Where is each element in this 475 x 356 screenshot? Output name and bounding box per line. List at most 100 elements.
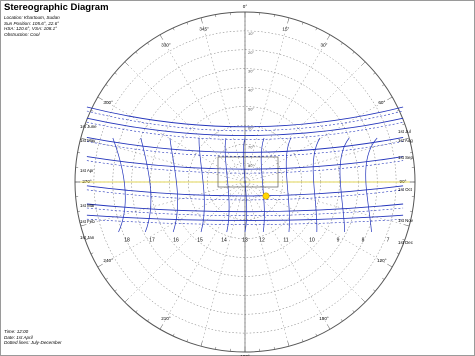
- horizon-tick: [200, 341, 203, 347]
- altitude-label: 40°: [248, 88, 254, 93]
- horizon-tick: [340, 42, 343, 45]
- altitude-label: 80°: [248, 163, 254, 168]
- horizon-tick: [114, 72, 117, 75]
- diagram-title: Stereographic Diagram: [4, 2, 109, 13]
- horizon-tick: [105, 84, 108, 87]
- sun-path: [86, 106, 404, 128]
- horizon-tick: [186, 339, 188, 342]
- horizon-tick: [387, 96, 393, 100]
- horizon-tick: [387, 264, 393, 268]
- azimuth-spoke: [244, 181, 331, 330]
- horizon-tick: [361, 61, 366, 66]
- azimuth-spoke: [244, 34, 331, 183]
- azimuth-spoke: [159, 34, 246, 183]
- horizon-tick: [287, 17, 290, 23]
- horizon-tick: [302, 22, 304, 25]
- azimuth-label: 150°: [319, 316, 329, 321]
- azimuth-label: 210°: [161, 316, 171, 321]
- azimuth-spoke: [244, 181, 366, 303]
- horizon-tick: [105, 277, 108, 280]
- horizon-tick: [373, 72, 376, 75]
- horizon-tick: [402, 239, 405, 241]
- horizon-tick: [114, 289, 117, 292]
- sun-path: [86, 156, 404, 170]
- sun-path-dotted: [86, 110, 404, 132]
- date-label-right: 1st Oct: [398, 187, 413, 192]
- horizon-tick: [85, 239, 88, 241]
- sun-position-marker: [262, 192, 270, 200]
- horizon-tick: [135, 310, 138, 313]
- hour-label: 15: [197, 237, 203, 243]
- horizon-tick: [352, 310, 355, 313]
- azimuth-label: 240°: [103, 258, 113, 263]
- horizon-tick: [373, 289, 376, 292]
- sun-path-dotted: [86, 141, 404, 157]
- azimuth-spoke: [80, 181, 246, 227]
- azimuth-label: 30°: [321, 42, 328, 47]
- hour-line: [312, 137, 321, 233]
- hour-line: [339, 137, 350, 233]
- hour-line: [224, 137, 230, 233]
- date-label-right: 1st Sep: [398, 155, 413, 160]
- hour-line: [260, 137, 265, 233]
- horizon-tick: [80, 224, 86, 227]
- altitude-label: 20°: [248, 50, 254, 55]
- horizon-tick: [159, 324, 163, 330]
- hour-line: [242, 137, 248, 233]
- azimuth-label: 180°: [240, 354, 250, 356]
- horizon-tick: [90, 109, 94, 112]
- hour-label: 11: [283, 237, 288, 243]
- sun-position-text: Sun Position: 105.6°, 22.6°: [4, 20, 60, 26]
- horizon-tick: [340, 319, 343, 322]
- sun-path-dotted: [86, 121, 404, 140]
- hour-line: [285, 137, 292, 233]
- azimuth-label: 0°: [243, 4, 248, 9]
- azimuth-label: 330°: [161, 42, 171, 47]
- horizon-tick: [135, 51, 138, 54]
- horizon-tick: [85, 123, 88, 125]
- horizon-tick: [402, 123, 405, 125]
- azimuth-spoke: [200, 17, 246, 183]
- date-text: Date: 1st April: [4, 334, 33, 340]
- date-label-left: 1st May: [80, 138, 96, 143]
- sun-path: [86, 136, 404, 153]
- azimuth-spoke: [124, 181, 246, 303]
- hour-label: 7: [387, 237, 390, 243]
- date-label-right: 1st Jul: [398, 129, 411, 134]
- horizon-tick: [361, 298, 366, 303]
- altitude-label: 70°: [248, 144, 254, 149]
- horizon-tick: [327, 34, 331, 40]
- sun-path: [86, 214, 404, 221]
- hour-lines: [112, 137, 378, 233]
- horizon-tick: [302, 339, 304, 342]
- azimuth-spoke: [244, 137, 410, 183]
- hour-label: 9: [337, 237, 340, 243]
- horizon-tick: [396, 252, 400, 255]
- azimuth-spoke: [97, 96, 246, 183]
- horizon-tick: [352, 51, 355, 54]
- dotted-lines-text: Dotted lines: July-December: [4, 340, 62, 346]
- azimuth-label: 300°: [103, 100, 113, 105]
- azimuth-spoke: [124, 61, 246, 183]
- hour-label: 18: [124, 237, 130, 243]
- horizon-tick: [97, 264, 103, 268]
- sun-path: [86, 203, 404, 213]
- horizon-tick: [404, 137, 410, 140]
- altitude-labels: 10° 20° 30° 40° 50° 60° 70° 80°: [248, 31, 254, 168]
- sun-path-dotted: [86, 189, 404, 201]
- hour-line: [140, 137, 152, 233]
- horizon-tick: [186, 22, 188, 25]
- sun-path: [86, 185, 404, 197]
- horizon-tick: [97, 96, 103, 100]
- horizon-tick: [124, 298, 129, 303]
- hsa-vsa-text: HSA: 120.6°, VSA: 108.1°: [4, 26, 57, 32]
- time-text: Time: 12:00: [4, 329, 29, 334]
- date-label-right: 1st Dec: [398, 240, 414, 245]
- azimuth-spoke: [244, 181, 410, 227]
- horizon-tick: [200, 17, 203, 23]
- date-label-left: 1st Feb: [80, 219, 95, 224]
- altitude-label: 60°: [248, 125, 254, 130]
- hour-line: [198, 137, 205, 233]
- horizon-tick: [159, 34, 163, 40]
